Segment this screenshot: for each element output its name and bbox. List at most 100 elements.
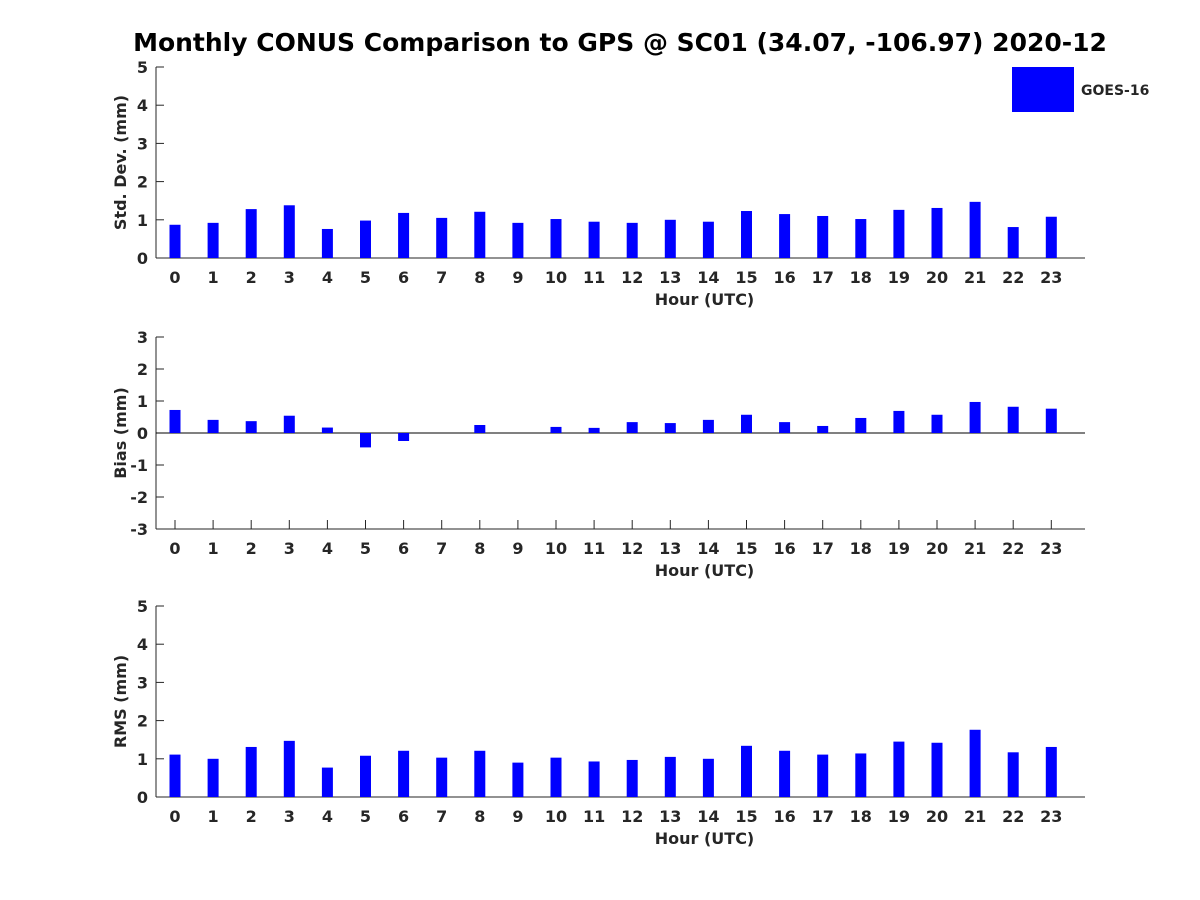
x-tick-label: 15 [735, 268, 757, 287]
x-tick-label: 10 [545, 807, 567, 826]
x-tick-label: 18 [850, 807, 872, 826]
bar-hour-0 [169, 224, 181, 258]
x-tick-label: 19 [888, 807, 910, 826]
x-tick-label: 9 [512, 268, 523, 287]
bar-hour-8 [474, 211, 486, 258]
y-axis-label: Std. Dev. (mm) [111, 95, 130, 230]
bar-hour-15 [741, 745, 752, 797]
x-tick-label: 18 [850, 539, 872, 558]
x-tick-label: 8 [474, 268, 485, 287]
y-tick-label: 4 [137, 96, 148, 115]
bar-hour-8 [474, 425, 486, 433]
x-tick-label: 3 [284, 539, 295, 558]
bar-hour-21 [969, 401, 981, 433]
x-tick-label: 14 [697, 539, 719, 558]
x-tick-label: 17 [812, 807, 834, 826]
bar-hour-16 [779, 422, 791, 433]
bar-hour-4 [321, 767, 333, 797]
bar-hour-9 [512, 222, 524, 258]
bar-hour-15 [741, 414, 752, 433]
bar-hour-17 [817, 425, 829, 433]
bar-hour-18 [855, 219, 867, 258]
bar-hour-20 [931, 207, 943, 258]
bar-hour-19 [893, 741, 905, 797]
x-tick-label: 1 [208, 268, 219, 287]
x-tick-label: 23 [1040, 268, 1062, 287]
x-tick-label: 2 [246, 807, 257, 826]
x-axis-label: Hour (UTC) [655, 290, 755, 309]
chart-title: Monthly CONUS Comparison to GPS @ SC01 (… [133, 28, 1107, 57]
x-tick-label: 4 [322, 268, 333, 287]
x-tick-label: 18 [850, 268, 872, 287]
bar-hour-6 [398, 433, 410, 441]
x-tick-label: 12 [621, 807, 643, 826]
bar-hour-19 [893, 410, 905, 433]
bar-hour-14 [702, 758, 714, 797]
bar-hour-8 [474, 750, 486, 797]
y-tick-label: -2 [130, 488, 148, 507]
x-tick-label: 22 [1002, 807, 1024, 826]
x-tick-label: 20 [926, 539, 948, 558]
bar-hour-4 [321, 427, 333, 433]
y-tick-label: 3 [137, 328, 148, 347]
x-tick-label: 1 [208, 807, 219, 826]
x-tick-label: 6 [398, 539, 409, 558]
bar-hour-12 [626, 759, 638, 797]
bar-hour-2 [245, 209, 257, 258]
x-tick-label: 5 [360, 539, 371, 558]
y-tick-label: 2 [137, 360, 148, 379]
x-tick-label: 21 [964, 268, 986, 287]
x-tick-label: 17 [812, 268, 834, 287]
x-tick-label: 16 [773, 268, 795, 287]
y-tick-label: 0 [137, 424, 148, 443]
x-tick-label: 4 [322, 807, 333, 826]
x-tick-label: 5 [360, 268, 371, 287]
bar-hour-3 [283, 415, 295, 433]
x-tick-label: 23 [1040, 807, 1062, 826]
x-tick-label: 12 [621, 539, 643, 558]
bar-hour-5 [360, 433, 371, 448]
x-tick-label: 0 [169, 807, 180, 826]
x-tick-label: 21 [964, 539, 986, 558]
bar-hour-17 [817, 215, 829, 258]
x-tick-label: 13 [659, 268, 681, 287]
x-tick-label: 11 [583, 268, 605, 287]
bar-hour-0 [169, 409, 181, 433]
bar-hour-6 [398, 212, 410, 258]
bar-hour-9 [512, 762, 524, 797]
x-tick-label: 20 [926, 268, 948, 287]
bar-hour-2 [245, 746, 257, 797]
y-tick-label: 3 [137, 134, 148, 153]
bar-hour-2 [245, 421, 257, 433]
y-tick-label: -3 [130, 520, 148, 539]
x-tick-label: 11 [583, 539, 605, 558]
bar-hour-5 [360, 220, 371, 258]
y-axis-label: Bias (mm) [111, 387, 130, 479]
x-tick-label: 15 [735, 539, 757, 558]
x-tick-label: 7 [436, 268, 447, 287]
bar-hour-10 [550, 757, 562, 797]
y-tick-label: 1 [137, 211, 148, 230]
y-tick-label: 2 [137, 712, 148, 731]
x-tick-label: 0 [169, 539, 180, 558]
x-tick-label: 10 [545, 268, 567, 287]
bar-hour-5 [360, 755, 371, 797]
x-tick-label: 23 [1040, 539, 1062, 558]
bar-hour-22 [1007, 227, 1019, 258]
bar-hour-22 [1007, 752, 1019, 797]
x-tick-label: 20 [926, 807, 948, 826]
bar-hour-12 [626, 222, 638, 258]
legend: GOES-16 [1012, 67, 1149, 112]
bar-hour-23 [1045, 746, 1057, 797]
x-tick-label: 3 [284, 268, 295, 287]
x-tick-label: 22 [1002, 539, 1024, 558]
x-axis-label: Hour (UTC) [655, 561, 755, 580]
x-tick-label: 6 [398, 268, 409, 287]
bar-hour-12 [626, 422, 638, 433]
bar-hour-16 [779, 750, 791, 797]
bar-hour-19 [893, 209, 905, 258]
bar-hour-7 [436, 217, 448, 258]
bar-hour-15 [741, 211, 752, 258]
x-tick-label: 6 [398, 807, 409, 826]
